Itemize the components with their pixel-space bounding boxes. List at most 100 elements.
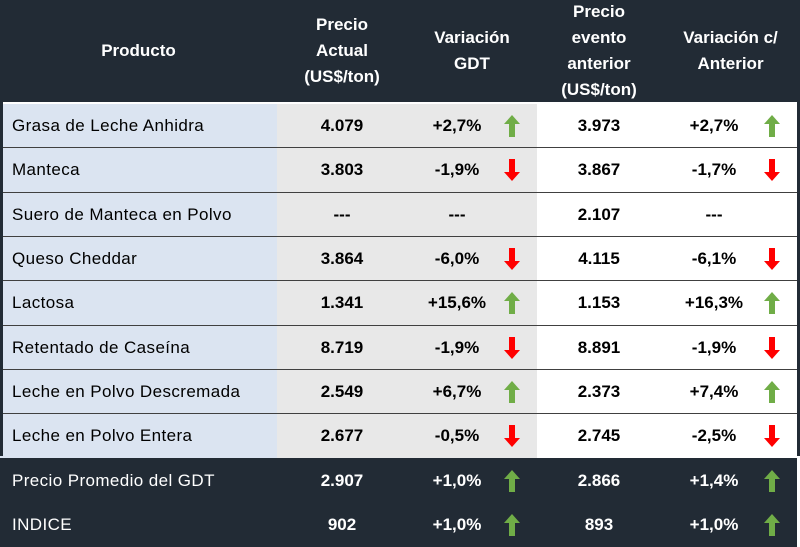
arrow-down-icon — [501, 158, 523, 182]
table-row: Retentado de Caseína 8.719 -1,9% 8.891 -1,9% — [0, 325, 800, 370]
header-precio-actual-line1: Precio — [316, 15, 368, 34]
cell-variacion-gdt: +6,7% — [407, 369, 537, 415]
arrow-up-icon — [501, 114, 523, 138]
header-variacion-gdt: Variación GDT — [407, 0, 537, 102]
cell-producto-value: Leche en Polvo Descremada — [12, 381, 241, 401]
arrow-up-icon — [501, 380, 523, 404]
arrow-down-icon — [501, 247, 523, 271]
cell-variacion-gdt-value: +2,7% — [432, 116, 482, 136]
arrow-down-icon — [761, 424, 783, 448]
cell-variacion-gdt: -0,5% — [407, 414, 537, 459]
table-left-border — [0, 102, 3, 456]
cell-precio-actual-value: 3.803 — [320, 160, 364, 180]
cell-precio-anterior-value: 3.973 — [577, 116, 621, 136]
cell-variacion-anterior: +2,7% — [661, 104, 797, 149]
cell-precio-anterior: 1.153 — [537, 281, 661, 326]
cell-variacion-anterior: +1,4% — [661, 458, 797, 503]
cell-variacion-anterior: +16,3% — [661, 281, 797, 326]
arrow-up-icon — [761, 469, 783, 493]
cell-variacion-anterior-value: -1,7% — [691, 160, 737, 180]
cell-producto-value: Retentado de Caseína — [12, 337, 191, 357]
cell-variacion-gdt: +1,0% — [407, 502, 537, 547]
arrow-down-icon — [501, 424, 523, 448]
cell-variacion-anterior-value: -1,9% — [691, 337, 737, 357]
cell-variacion-anterior-value: +7,4% — [689, 381, 739, 401]
cell-precio-anterior: 2.745 — [537, 414, 661, 459]
table-row: Leche en Polvo Entera 2.677 -0,5% 2.745 -2,5… — [0, 414, 800, 459]
arrow-down-icon — [761, 336, 783, 360]
header-precio-anterior-line1: Precio — [573, 2, 625, 21]
cell-producto-value: INDICE — [12, 514, 73, 534]
cell-precio-anterior-value: 2.745 — [577, 426, 621, 446]
cell-producto: Manteca — [0, 148, 277, 193]
arrow-up-icon — [761, 380, 783, 404]
cell-producto: Grasa de Leche Anhidra — [0, 104, 277, 149]
cell-precio-anterior-value: 3.867 — [577, 160, 621, 180]
cell-producto-value: Suero de Manteca en Polvo — [12, 204, 232, 224]
cell-variacion-anterior-value: --- — [705, 204, 723, 224]
cell-precio-actual: 8.719 — [277, 325, 407, 370]
cell-producto-value: Grasa de Leche Anhidra — [12, 116, 205, 136]
cell-precio-actual-value: 3.864 — [320, 249, 364, 269]
header-producto: Producto — [0, 0, 277, 102]
cell-variacion-gdt-value: -6,0% — [434, 249, 480, 269]
table-row: Grasa de Leche Anhidra 4.079 +2,7% 3.973 +2,… — [0, 104, 800, 149]
cell-variacion-anterior: +7,4% — [661, 369, 797, 415]
cell-variacion-anterior: -1,7% — [661, 148, 797, 193]
cell-precio-anterior-value: 2.373 — [577, 381, 621, 401]
table-header: Producto Precio Actual (US$/ton) Variaci… — [0, 0, 800, 102]
cell-variacion-gdt: --- — [407, 192, 537, 237]
header-precio-anterior-line3: anterior — [567, 54, 631, 73]
header-variacion-anterior-line1: Variación c/ — [683, 28, 778, 47]
cell-precio-anterior: 3.973 — [537, 104, 661, 149]
cell-precio-actual-value: 1.341 — [320, 293, 364, 313]
cell-precio-actual: 2.549 — [277, 369, 407, 415]
arrow-up-icon — [761, 291, 783, 315]
cell-producto: Lactosa — [0, 281, 277, 326]
cell-variacion-gdt: +15,6% — [407, 281, 537, 326]
cell-producto-value: Precio Promedio del GDT — [12, 470, 215, 490]
cell-variacion-anterior-value: +2,7% — [689, 116, 739, 136]
table-row: Leche en Polvo Descremada 2.549 +6,7% 2.373… — [0, 369, 800, 415]
header-precio-anterior: Precio evento anterior (US$/ton) — [537, 0, 661, 102]
cell-precio-actual: 3.864 — [277, 236, 407, 282]
cell-producto-value: Manteca — [12, 160, 81, 180]
table-row: Queso Cheddar 3.864 -6,0% 4.115 -6,1% — [0, 236, 800, 282]
cell-variacion-gdt-value: +1,0% — [432, 514, 482, 534]
cell-variacion-anterior-value: +1,0% — [689, 514, 739, 534]
cell-variacion-anterior: +1,0% — [661, 502, 797, 547]
cell-precio-actual-value: 902 — [327, 514, 357, 534]
cell-variacion-gdt: -1,9% — [407, 325, 537, 370]
cell-variacion-anterior: -1,9% — [661, 325, 797, 370]
cell-precio-anterior: 3.867 — [537, 148, 661, 193]
cell-precio-anterior: 8.891 — [537, 325, 661, 370]
arrow-down-icon — [501, 336, 523, 360]
cell-variacion-gdt-value: +15,6% — [427, 293, 487, 313]
cell-precio-actual: --- — [277, 192, 407, 237]
header-variacion-anterior-line2: Anterior — [697, 54, 764, 73]
cell-precio-anterior-value: 893 — [584, 514, 614, 534]
cell-producto: Leche en Polvo Entera — [0, 414, 277, 459]
arrow-up-icon — [761, 114, 783, 138]
cell-variacion-anterior-value: -6,1% — [691, 249, 737, 269]
cell-producto: Suero de Manteca en Polvo — [0, 192, 277, 237]
cell-producto: Precio Promedio del GDT — [0, 458, 277, 503]
header-precio-actual: Precio Actual (US$/ton) — [277, 0, 407, 102]
header-precio-anterior-line4: (US$/ton) — [561, 80, 637, 99]
arrow-down-icon — [761, 247, 783, 271]
cell-precio-anterior: 4.115 — [537, 236, 661, 282]
cell-precio-anterior-value: 8.891 — [577, 337, 621, 357]
cell-precio-anterior: 893 — [537, 502, 661, 547]
cell-precio-actual: 902 — [277, 502, 407, 547]
cell-producto-value: Leche en Polvo Entera — [12, 426, 193, 446]
cell-variacion-gdt-value: -1,9% — [434, 337, 480, 357]
cell-producto: Leche en Polvo Descremada — [0, 369, 277, 415]
cell-variacion-anterior-value: +16,3% — [684, 293, 744, 313]
cell-variacion-gdt: +2,7% — [407, 104, 537, 149]
cell-precio-actual: 1.341 — [277, 281, 407, 326]
cell-producto-value: Queso Cheddar — [12, 249, 138, 269]
cell-producto-value: Lactosa — [12, 293, 75, 313]
arrow-up-icon — [501, 469, 523, 493]
cell-variacion-gdt-value: +6,7% — [432, 381, 482, 401]
header-variacion-anterior: Variación c/ Anterior — [661, 0, 800, 102]
